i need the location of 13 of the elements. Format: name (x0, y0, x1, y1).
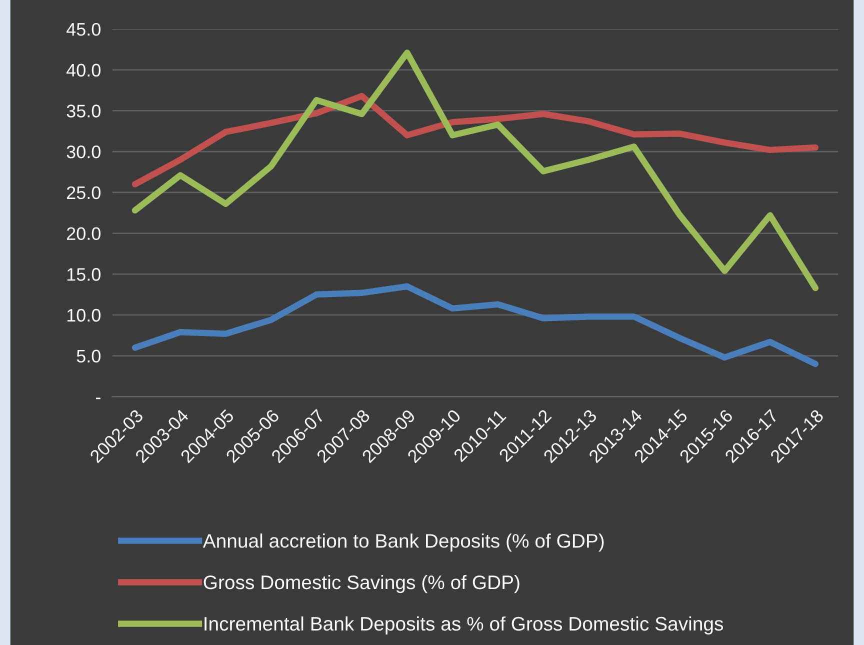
y-tick-label: 45.0 (66, 22, 101, 36)
legend-label: Incremental Bank Deposits as % of Gross Domestic Savings (204, 616, 724, 635)
legend-label: Annual accretion to Bank Deposits (% of GDP) (202, 534, 604, 552)
y-tick-label: - (96, 398, 100, 400)
y-tick-label: 5.0 (76, 350, 101, 363)
y-tick-label: 25.0 (66, 186, 101, 200)
y-tick-label: 20.0 (66, 227, 101, 240)
y-tick-label: 30.0 (66, 146, 101, 158)
y-tick-label: 40.0 (66, 64, 101, 77)
y-tick-label: 10.0 (67, 308, 101, 322)
legend-label: Gross Domestic Savings (% of GDP) (204, 574, 520, 594)
y-tick-label: 35.0 (66, 104, 101, 118)
y-tick-label: 15.0 (67, 268, 101, 281)
